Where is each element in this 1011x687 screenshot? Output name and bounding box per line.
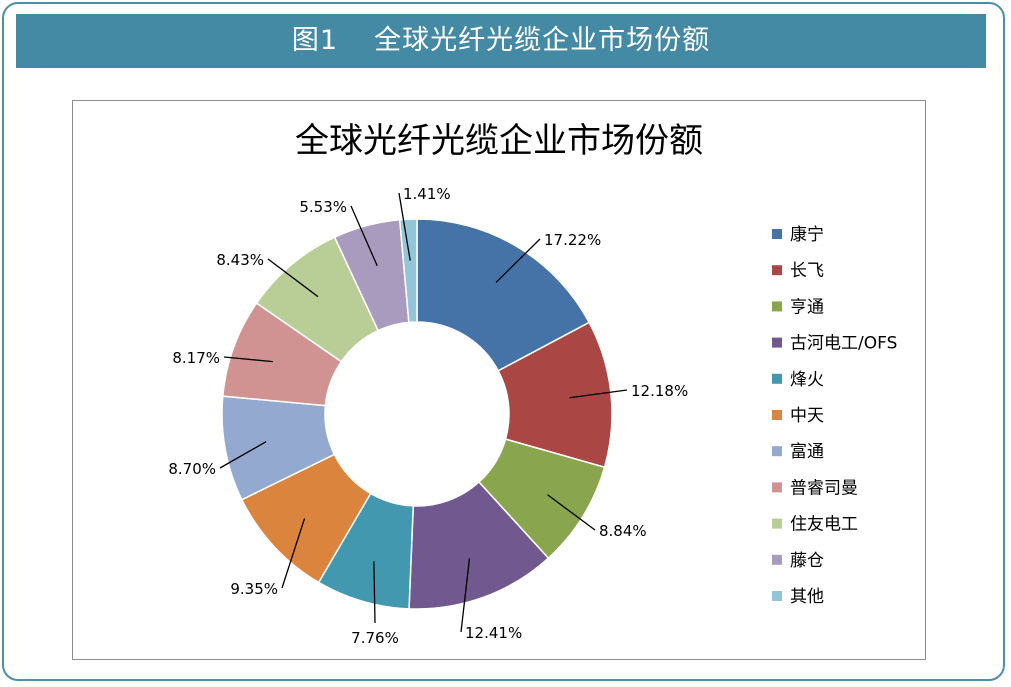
legend-swatch [772, 554, 782, 565]
legend-swatch [772, 265, 782, 276]
data-label: 12.18% [631, 382, 688, 400]
leader-line [373, 561, 376, 624]
legend-label: 烽火 [790, 370, 824, 390]
legend-label: 古河电工/OFS [790, 334, 897, 354]
legend-swatch [772, 446, 782, 457]
legend-swatch [772, 337, 782, 348]
legend-swatch [772, 482, 782, 493]
leader-line [495, 238, 541, 283]
data-label: 5.53% [299, 198, 347, 216]
legend-label: 中天 [790, 406, 824, 426]
leader-line [350, 205, 378, 267]
legend-label: 富通 [790, 442, 824, 462]
legend-swatch [772, 373, 782, 384]
data-label: 8.43% [216, 251, 264, 269]
data-label: 7.76% [351, 629, 399, 647]
leader-line [281, 518, 306, 589]
data-label: 8.84% [599, 522, 647, 540]
legend-label: 住友电工 [790, 515, 858, 535]
leader-line [460, 558, 471, 633]
data-label: 1.41% [403, 185, 451, 203]
figure-number: 图1 [291, 25, 339, 56]
donut-slice [398, 218, 418, 324]
figure-banner: 图1 全球光纤光缆企业市场份额 [16, 14, 986, 68]
legend-swatch [772, 410, 782, 420]
leader-line [569, 389, 628, 399]
legend-swatch [772, 301, 782, 312]
donut-chart: 全球光纤光缆企业市场份额 17.22% 12.18% 8.84% 12.41% 7.76… [168, 121, 897, 647]
data-label: 8.70% [168, 460, 216, 478]
leader-line [547, 494, 596, 531]
legend-swatch [772, 229, 782, 239]
leader-line [223, 356, 273, 363]
legend-label: 藤仓 [790, 551, 824, 571]
legend-swatch [772, 518, 782, 529]
leader-line [398, 192, 411, 261]
leader-line [219, 441, 267, 469]
donut-slice [416, 218, 591, 372]
leader-line [267, 258, 319, 298]
figure-title: 全球光纤光缆企业市场份额 [374, 25, 711, 56]
chart-title: 全球光纤光缆企业市场份额 [295, 121, 703, 161]
data-label: 17.22% [544, 231, 601, 249]
legend-label: 亨通 [790, 297, 824, 317]
data-label: 12.41% [465, 624, 522, 642]
legend-swatch [772, 591, 782, 601]
donut-slice [408, 480, 550, 610]
legend-label: 康宁 [790, 225, 824, 245]
legend-label: 其他 [790, 587, 824, 607]
data-label: 9.35% [230, 580, 278, 598]
legend-label: 长飞 [790, 261, 824, 281]
data-label: 8.17% [172, 349, 220, 367]
legend-label: 普睿司曼 [790, 478, 858, 498]
